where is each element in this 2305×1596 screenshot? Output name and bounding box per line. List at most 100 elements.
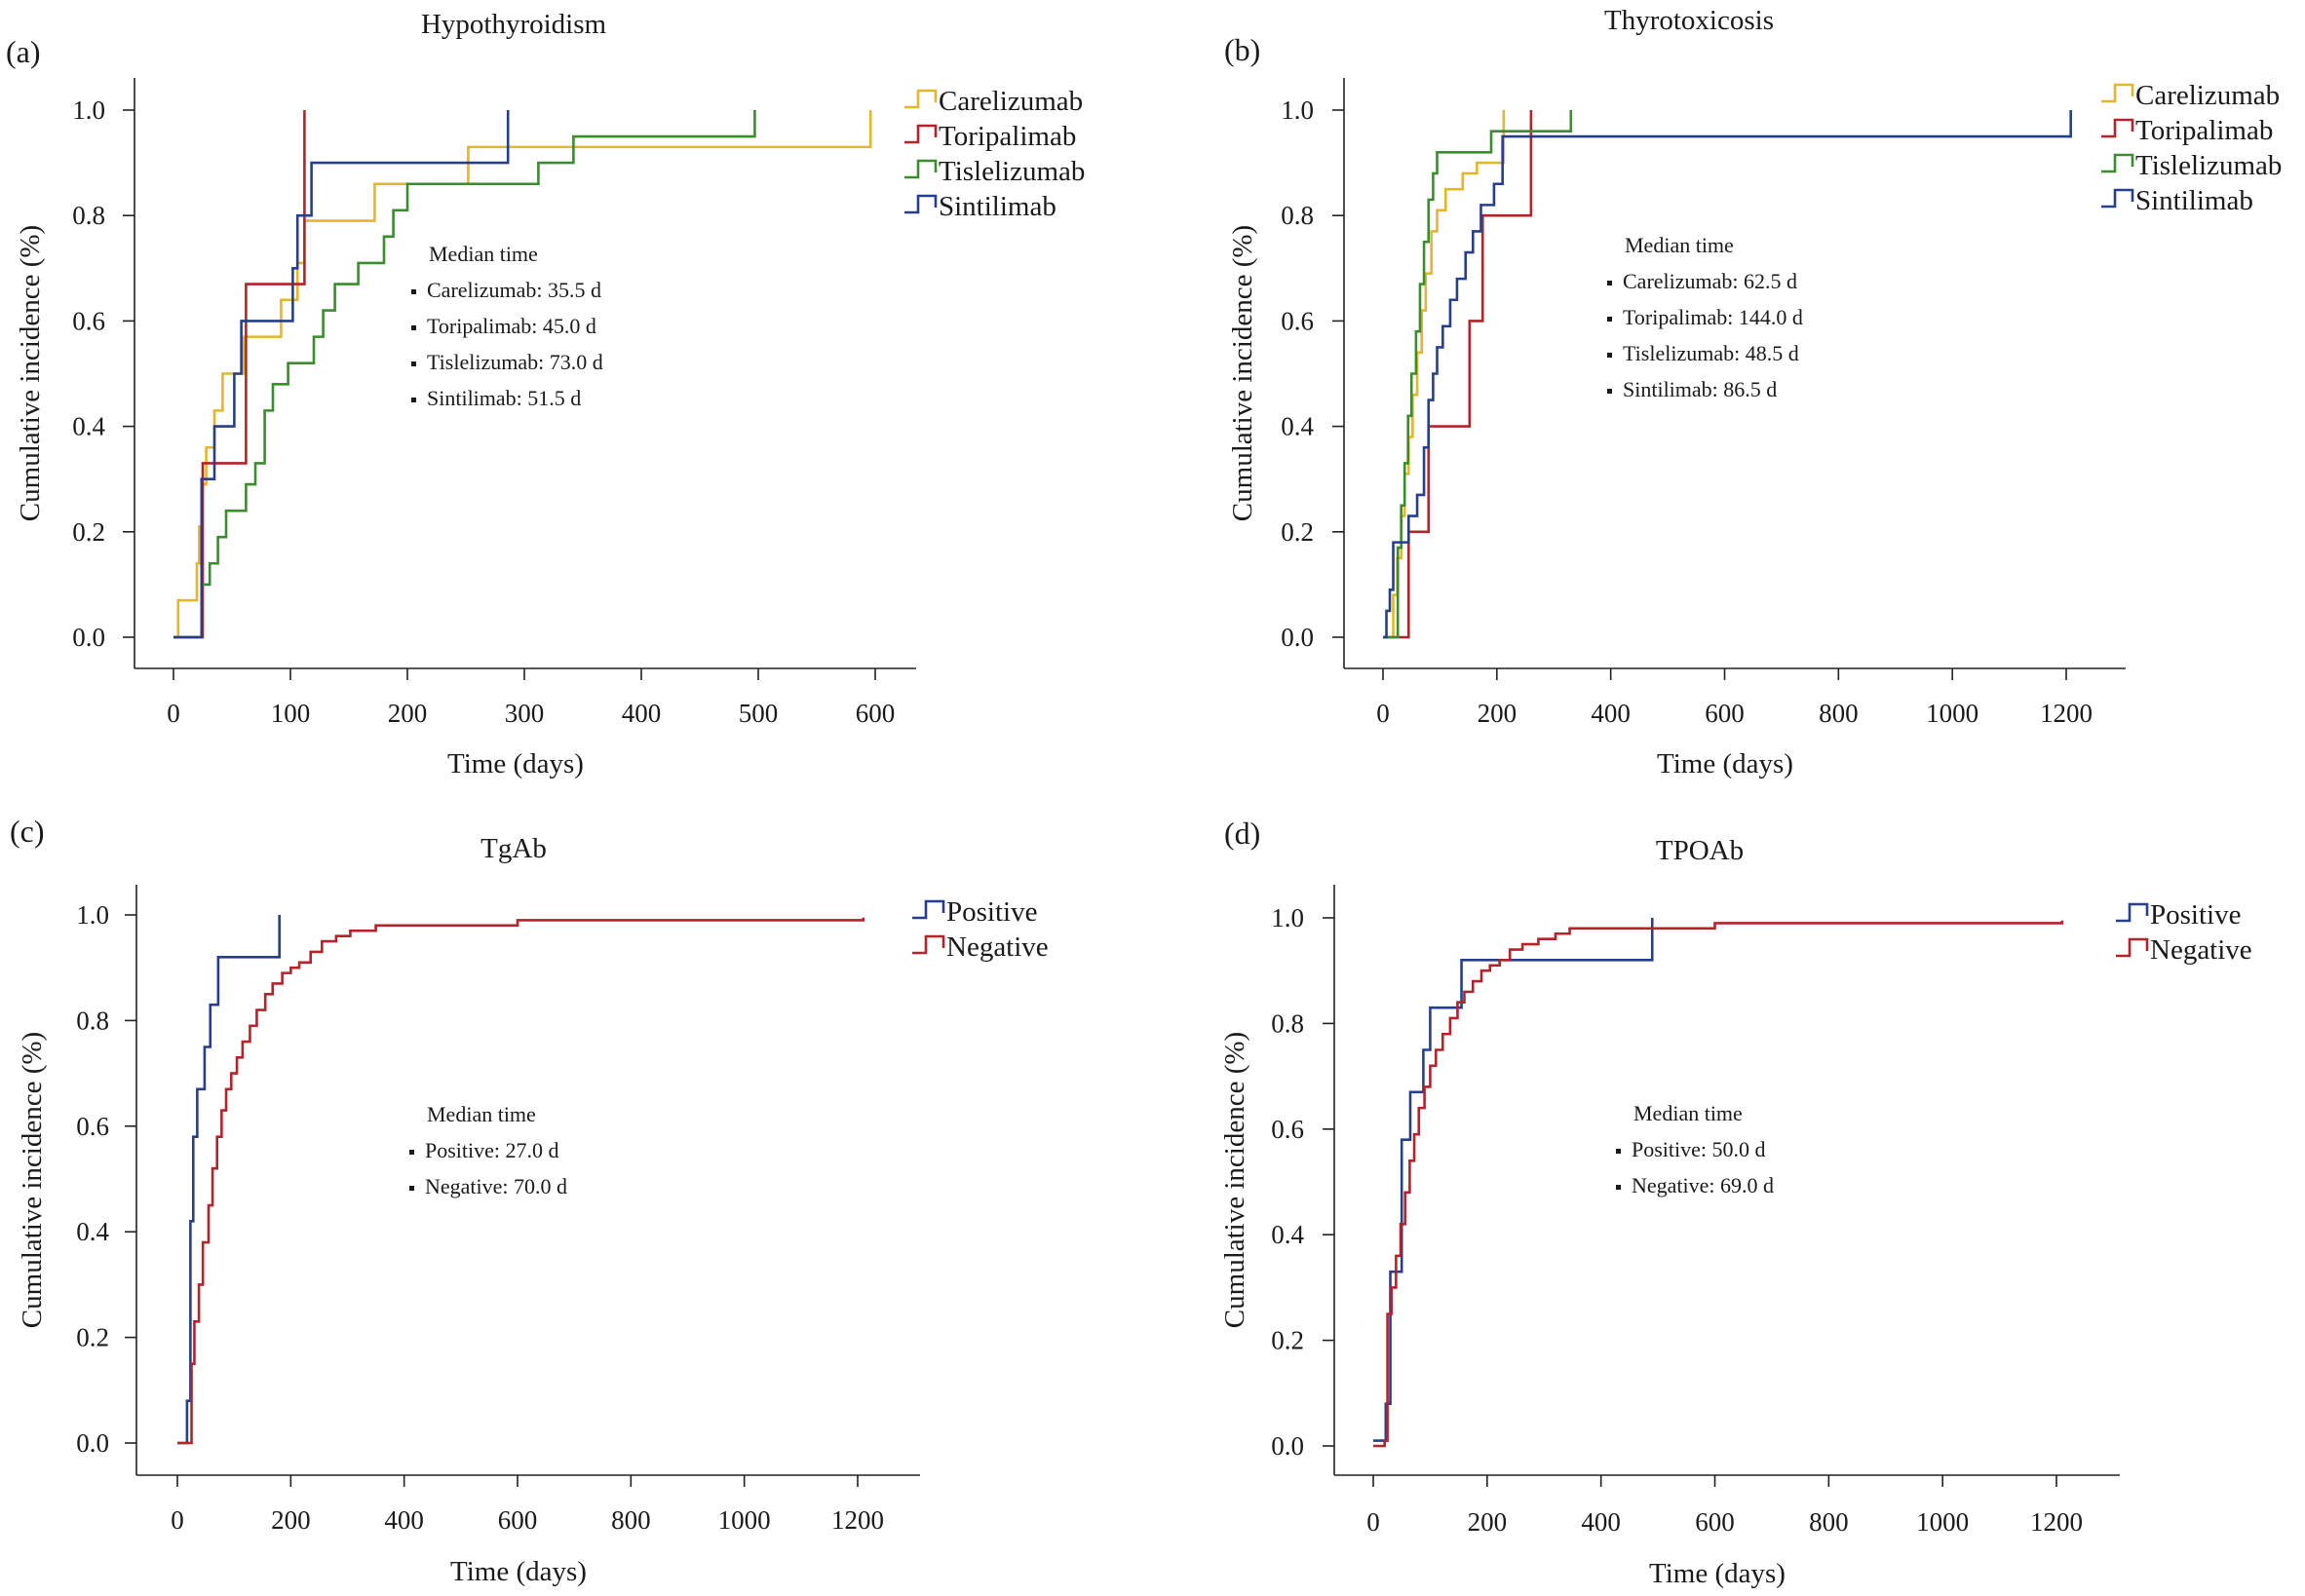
y-tick-label: 0.8 <box>1281 201 1314 230</box>
y-tick-label: 0.2 <box>72 517 105 547</box>
chart-panel-d: (d) TPOAb 0.0 0.2 0.4 0.6 0.8 1.0 0 200 400 600 800 1… <box>1219 816 2252 1589</box>
y-tick-label: 0.0 <box>72 623 105 652</box>
median-title: Median time <box>1633 1101 1743 1125</box>
y-tick-label: 0.0 <box>76 1428 109 1458</box>
x-tick-label: 1200 <box>831 1505 884 1535</box>
median-bullet <box>1607 389 1612 394</box>
median-bullet <box>409 1150 414 1155</box>
legend-swatch-negative <box>912 934 945 955</box>
x-tick-label: 0 <box>171 1505 184 1535</box>
x-axis-label: Time (days) <box>1649 1558 1786 1589</box>
panel-label: (b) <box>1224 32 1260 67</box>
x-tick-label: 200 <box>271 1505 311 1535</box>
y-tick-label: 1.0 <box>76 900 109 930</box>
x-tick-label: 1000 <box>1916 1507 1969 1537</box>
y-tick-label: 0.8 <box>1271 1008 1304 1038</box>
legend-label-positive: Positive <box>2150 899 2241 931</box>
y-tick-label: 0.6 <box>72 306 105 335</box>
x-tick-label: 600 <box>1695 1507 1735 1537</box>
x-tick-label: 100 <box>271 699 311 728</box>
median-value: Sintilimab: 86.5 d <box>1623 377 1777 401</box>
median-bullet <box>1616 1149 1621 1154</box>
median-bullet <box>411 325 416 330</box>
median-bullet <box>1607 317 1612 322</box>
median-bullet <box>411 398 416 402</box>
legend-label-toripalimab: Toripalimab <box>939 121 1076 152</box>
y-tick-label: 0.6 <box>76 1112 109 1141</box>
chart-title: Hypothyroidism <box>421 9 607 40</box>
legend-label-negative: Negative <box>2150 934 2252 966</box>
x-tick-label: 200 <box>1478 699 1517 728</box>
median-bullet <box>1616 1185 1621 1190</box>
y-tick-label: 0.8 <box>76 1006 109 1035</box>
chart-title: TgAb <box>480 833 547 864</box>
legend-swatch-sintilimab <box>904 194 938 214</box>
x-tick-label: 0 <box>1366 1507 1380 1537</box>
y-tick-label: 0.8 <box>72 201 105 230</box>
y-axis-label: Cumulative incidence (%) <box>1219 1032 1250 1328</box>
series-line-sintilimab <box>1383 110 2072 639</box>
x-axis-label: Time (days) <box>1657 748 1793 779</box>
legend-swatch-toripalimab <box>904 124 938 144</box>
legend-label-sintilimab: Sintilimab <box>2135 185 2253 216</box>
legend-swatch-tislelizumab <box>904 159 938 179</box>
y-axis-label: Cumulative incidence (%) <box>1227 225 1258 521</box>
y-tick-label: 0.2 <box>1271 1326 1304 1355</box>
x-tick-label: 400 <box>1591 699 1631 728</box>
legend-label-positive: Positive <box>946 896 1037 928</box>
series-line-carelizumab <box>1383 110 1506 639</box>
series-line-negative <box>1373 920 2064 1448</box>
chart-panel-b: (b) Thyrotoxicosis 0.0 0.2 0.4 0.6 0.8 1.0 0 200 4… <box>1224 5 2282 779</box>
x-tick-label: 1000 <box>718 1505 771 1535</box>
series-line-negative <box>177 917 865 1445</box>
legend-label-tislelizumab: Tislelizumab <box>2135 150 2282 181</box>
x-tick-label: 800 <box>1809 1507 1849 1537</box>
legend-swatch-carelizumab <box>904 89 938 109</box>
y-tick-label: 0.2 <box>76 1323 109 1352</box>
chart-title: TPOAb <box>1656 835 1744 866</box>
x-axis-label: Time (days) <box>447 748 584 779</box>
x-tick-label: 1200 <box>2040 699 2093 728</box>
chart-panel-c: (c) TgAb 0.0 0.2 0.4 0.6 0.8 1.0 0 200 400 600 800 10… <box>10 814 1049 1587</box>
x-tick-label: 600 <box>1705 699 1745 728</box>
median-value: Negative: 70.0 d <box>425 1174 567 1198</box>
y-tick-label: 0.2 <box>1281 517 1314 547</box>
median-title: Median time <box>429 242 538 266</box>
median-bullet <box>411 289 416 294</box>
y-tick-label: 1.0 <box>1281 95 1314 125</box>
y-tick-label: 1.0 <box>1271 903 1304 932</box>
x-tick-label: 400 <box>622 699 662 728</box>
legend-swatch-carelizumab <box>2101 83 2134 103</box>
median-value: Carelizumab: 35.5 d <box>427 278 601 302</box>
y-axis-label: Cumulative incidence (%) <box>15 225 46 521</box>
y-tick-label: 1.0 <box>72 95 105 125</box>
median-value: Negative: 69.0 d <box>1632 1173 1774 1197</box>
x-tick-label: 200 <box>388 699 428 728</box>
x-axis-label: Time (days) <box>450 1556 587 1587</box>
y-tick-label: 0.0 <box>1281 623 1314 652</box>
y-tick-label: 0.6 <box>1281 306 1314 335</box>
median-bullet <box>1607 281 1612 285</box>
median-title: Median time <box>427 1102 536 1126</box>
panel-label: (c) <box>10 814 45 849</box>
x-tick-label: 600 <box>498 1505 538 1535</box>
x-tick-label: 0 <box>1376 699 1390 728</box>
x-tick-label: 1200 <box>2030 1507 2083 1537</box>
x-tick-label: 400 <box>384 1505 424 1535</box>
x-tick-label: 300 <box>505 699 545 728</box>
x-tick-label: 500 <box>739 699 779 728</box>
legend-swatch-toripalimab <box>2101 118 2134 138</box>
x-tick-label: 800 <box>1819 699 1859 728</box>
y-tick-label: 0.0 <box>1271 1431 1304 1461</box>
series-line-tislelizumab <box>173 110 756 639</box>
series-line-carelizumab <box>173 110 872 639</box>
legend-label-negative: Negative <box>946 931 1049 963</box>
median-value: Toripalimab: 144.0 d <box>1623 305 1803 329</box>
x-tick-label: 200 <box>1468 1507 1508 1537</box>
median-value: Tislelizumab: 48.5 d <box>1623 341 1799 365</box>
median-value: Sintilimab: 51.5 d <box>427 386 581 410</box>
y-axis-label: Cumulative incidence (%) <box>17 1032 48 1328</box>
y-tick-label: 0.4 <box>1271 1220 1304 1249</box>
legend-label-toripalimab: Toripalimab <box>2135 115 2273 146</box>
